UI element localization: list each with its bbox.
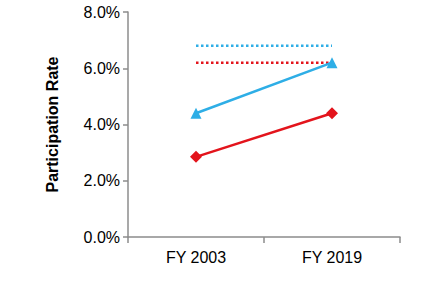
svg-text:FY 2003: FY 2003 [166, 249, 226, 266]
svg-text:8.0%: 8.0% [84, 4, 120, 21]
svg-text:FY 2019: FY 2019 [302, 249, 362, 266]
svg-text:4.0%: 4.0% [84, 116, 120, 133]
svg-text:2.0%: 2.0% [84, 172, 120, 189]
svg-text:0.0%: 0.0% [84, 229, 120, 246]
svg-text:Participation Rate: Participation Rate [44, 56, 61, 192]
svg-text:6.0%: 6.0% [84, 60, 120, 77]
